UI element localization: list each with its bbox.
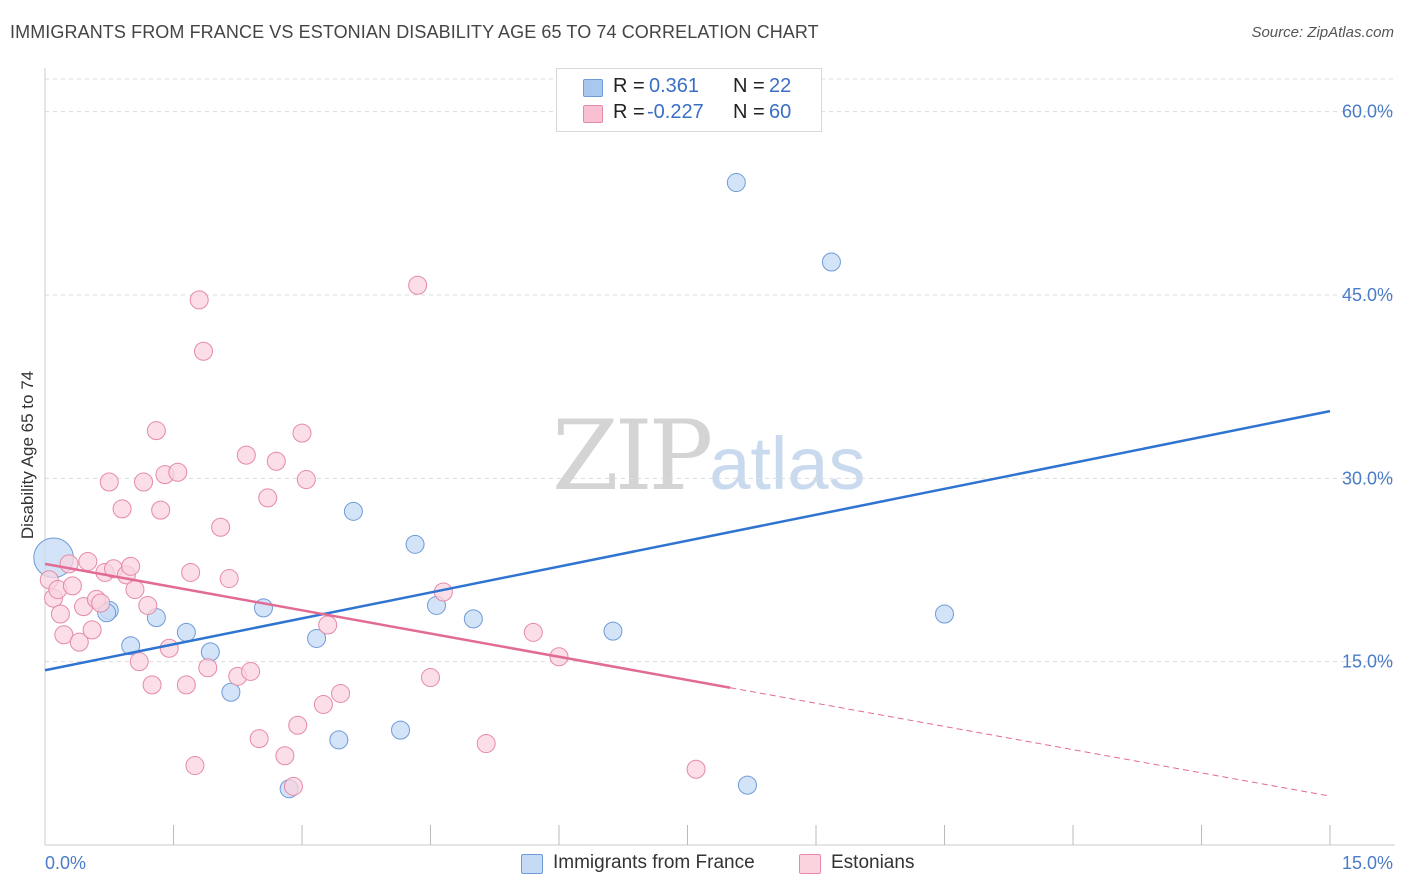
estonians-point xyxy=(185,756,205,776)
legend-label-estonians: Estonians xyxy=(831,852,915,873)
estonians-point xyxy=(318,615,338,635)
legend-r-value: -0.227 xyxy=(647,101,704,123)
estonians-point xyxy=(134,472,154,492)
estonians-point xyxy=(296,470,316,490)
estonians-point xyxy=(138,595,158,615)
estonians-point xyxy=(189,290,209,310)
estonians-point xyxy=(331,683,351,703)
estonians-point xyxy=(686,759,706,779)
correlation-legend: R = 0.361 N = 22 R = -0.227 N = 60 xyxy=(556,68,822,132)
estonians-point xyxy=(313,694,333,714)
estonians-point xyxy=(129,652,149,672)
estonians-point xyxy=(78,551,98,571)
estonians-point xyxy=(168,462,188,482)
france-point xyxy=(329,730,349,750)
estonians-point xyxy=(275,746,295,766)
estonians-point xyxy=(91,593,111,613)
legend-r-value: 0.361 xyxy=(649,75,700,97)
estonians-point xyxy=(54,625,74,645)
estonians-trendline-extension xyxy=(730,687,1331,797)
estonians-point xyxy=(125,580,145,600)
estonians-point xyxy=(121,556,141,576)
y-tick-label: 60.0% xyxy=(1342,102,1393,122)
estonians-point xyxy=(62,576,82,596)
estonians-point xyxy=(408,275,428,295)
estonians-point xyxy=(151,500,171,520)
estonians-point xyxy=(258,488,278,508)
france-point xyxy=(603,621,623,641)
legend-swatch-france xyxy=(583,79,603,97)
estonians-point xyxy=(283,776,303,796)
estonians-point xyxy=(112,499,132,519)
legend-row-france: R = 0.361 N = 22 xyxy=(557,75,821,101)
watermark-zip: ZIP xyxy=(552,400,713,512)
estonians-point xyxy=(421,668,440,688)
estonians-point xyxy=(146,421,166,441)
legend-swatch-estonians xyxy=(583,105,603,123)
estonians-point xyxy=(219,569,239,589)
estonians-point xyxy=(266,451,286,471)
legend-label-france: Immigrants from France xyxy=(553,852,755,873)
france-point xyxy=(307,628,327,648)
chart-title: IMMIGRANTS FROM FRANCE VS ESTONIAN DISAB… xyxy=(10,22,819,42)
legend-r-label: R = xyxy=(613,75,645,97)
estonians-point xyxy=(211,517,231,537)
watermark-atlas: atlas xyxy=(709,422,866,505)
legend-n-label: N = xyxy=(733,101,765,123)
estonians-point xyxy=(288,715,308,735)
y-tick-label: 30.0% xyxy=(1342,468,1393,488)
legend-r-label: R = xyxy=(613,101,645,123)
estonians-point xyxy=(142,675,162,695)
legend-n-value: 22 xyxy=(769,75,792,97)
estonians-point xyxy=(476,734,496,754)
france-point xyxy=(935,604,954,624)
estonians-point xyxy=(249,729,269,749)
estonians-point xyxy=(82,620,102,640)
france-point xyxy=(737,775,757,795)
legend-swatch-estonians xyxy=(799,854,821,874)
estonians-point xyxy=(523,622,543,642)
legend-row-estonians: R = -0.227 N = 60 xyxy=(557,101,821,127)
estonians-point xyxy=(181,562,201,582)
france-point xyxy=(221,682,241,702)
estonians-point xyxy=(193,341,213,361)
y-tick-label: 45.0% xyxy=(1342,285,1393,305)
france-point xyxy=(463,609,483,629)
watermark: ZIPatlas xyxy=(552,400,866,512)
y-tick-label: 15.0% xyxy=(1342,652,1393,672)
estonians-point xyxy=(50,604,70,624)
estonians-point xyxy=(236,445,256,465)
france-point xyxy=(821,252,841,272)
estonians-point xyxy=(241,661,261,681)
x-tick-label: 15.0% xyxy=(1342,853,1393,873)
estonians-point xyxy=(69,632,89,652)
legend-n-label: N = xyxy=(733,75,765,97)
legend-n-value: 60 xyxy=(769,101,792,123)
source-label: Source: ZipAtlas.com xyxy=(1251,24,1394,41)
france-point xyxy=(391,720,411,740)
france-point xyxy=(121,636,141,656)
estonians-point xyxy=(99,472,119,492)
france-point xyxy=(200,642,220,662)
france-point xyxy=(176,622,196,642)
x-tick-label: 0.0% xyxy=(45,853,86,873)
france-point xyxy=(405,534,425,554)
legend-swatch-france xyxy=(521,854,543,874)
estonians-point xyxy=(176,675,196,695)
estonians-trendline xyxy=(44,562,731,689)
france-point xyxy=(343,501,363,521)
estonians-point xyxy=(198,658,218,678)
estonians-point xyxy=(159,638,179,658)
estonians-point xyxy=(292,423,312,443)
france-trendline xyxy=(44,409,1331,672)
france-point xyxy=(726,173,746,193)
